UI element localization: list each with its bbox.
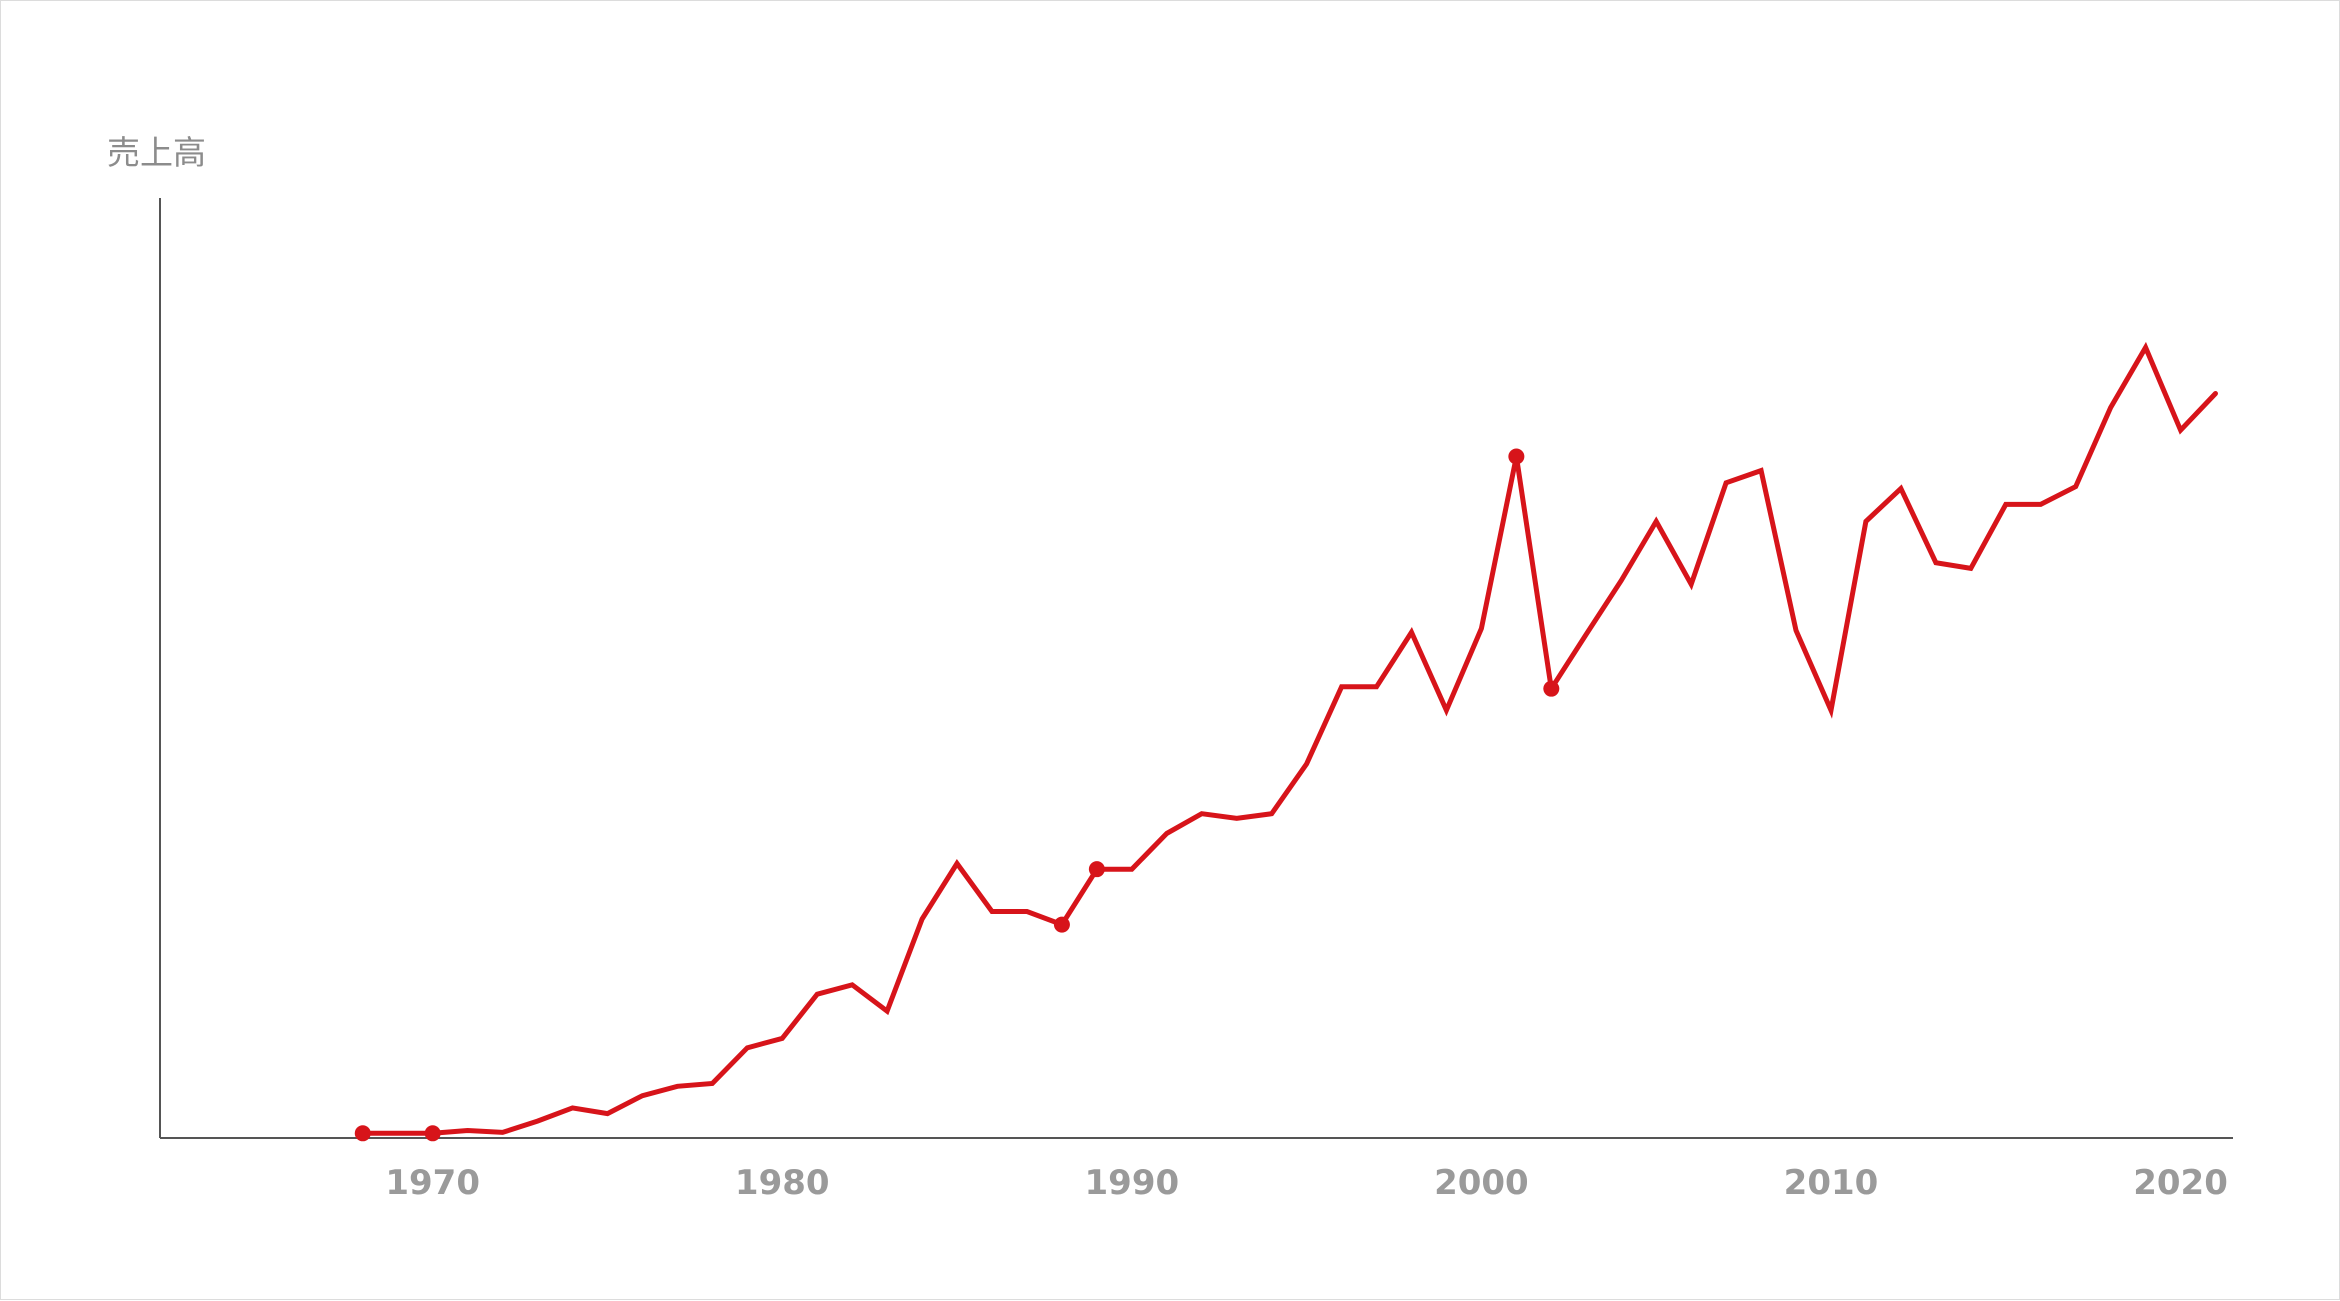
axes [159,198,2233,1139]
data-point-marker [1053,916,1070,933]
x-tick-label: 1980 [735,1163,830,1203]
y-axis-label: 売上高 [107,133,206,172]
x-tick-label: 2000 [1434,1163,1529,1203]
data-point-marker [1088,861,1105,878]
series [360,341,2218,1136]
data-point-marker [424,1125,441,1142]
x-axis-ticks: 1970 1980 1990 2000 2010 2020 [385,1163,2228,1203]
x-tick-label: 2010 [1784,1163,1879,1203]
x-tick-label: 2020 [2133,1163,2228,1203]
data-point-marker [1508,448,1525,465]
markers [354,448,1560,1142]
data-point-marker [1543,680,1560,697]
x-tick-label: 1970 [385,1163,480,1203]
data-point-marker [354,1125,371,1142]
x-tick-label: 1990 [1085,1163,1180,1203]
series-line [360,341,2218,1136]
